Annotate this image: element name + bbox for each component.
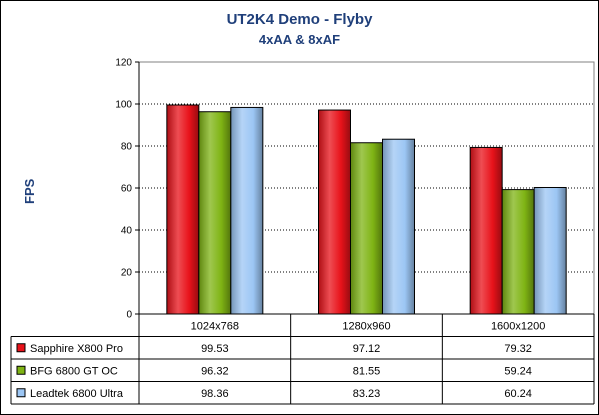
y-tick-label: 40 xyxy=(121,226,133,237)
bar-sapphire-x800-pro-1280x960 xyxy=(318,109,351,315)
legend-swatch xyxy=(16,388,26,398)
data-label: 83.23 xyxy=(353,388,381,400)
y-tick-label: 80 xyxy=(121,142,133,153)
chart-subtitle: 4xAA & 8xAF xyxy=(258,32,341,47)
data-label: 97.12 xyxy=(353,343,381,355)
bar-leadtek-6800-ultra-1280x960 xyxy=(382,138,415,315)
x-tick-label: 1600x1200 xyxy=(491,320,545,332)
bar-leadtek-6800-ultra-1600x1200 xyxy=(533,186,567,315)
bar-leadtek-6800-ultra-1024x768 xyxy=(230,106,264,315)
data-label: 59.24 xyxy=(504,365,532,377)
legend-label: Sapphire X800 Pro xyxy=(30,343,123,355)
x-tick-label: 1024x768 xyxy=(191,320,239,332)
data-label: 60.24 xyxy=(504,388,532,400)
bar-sapphire-x800-pro-1600x1200 xyxy=(469,146,503,315)
x-tick-label: 1280x960 xyxy=(342,320,390,332)
legend-swatch xyxy=(16,365,26,375)
y-tick-label: 20 xyxy=(121,268,133,279)
legend-label: Leadtek 6800 Ultra xyxy=(30,388,124,400)
data-label: 98.36 xyxy=(201,388,229,400)
chart-title: UT2K4 Demo - Flyby xyxy=(226,11,373,28)
legend-label: BFG 6800 GT OC xyxy=(30,365,118,377)
data-label: 96.32 xyxy=(201,365,229,377)
bar-bfg-6800-gt-oc-1024x768 xyxy=(198,111,232,315)
bar-bfg-6800-gt-oc-1600x1200 xyxy=(501,189,535,315)
y-tick-label: 60 xyxy=(121,184,133,195)
bar-bfg-6800-gt-oc-1280x960 xyxy=(350,142,383,315)
bar-sapphire-x800-pro-1024x768 xyxy=(166,104,200,315)
y-tick-label: 100 xyxy=(115,100,132,111)
data-label: 79.32 xyxy=(504,343,532,355)
y-tick-label: 120 xyxy=(115,58,132,69)
data-label: 99.53 xyxy=(201,343,229,355)
legend-swatch xyxy=(16,343,26,353)
y-tick-label: 0 xyxy=(126,310,132,321)
data-label: 81.55 xyxy=(353,365,381,377)
